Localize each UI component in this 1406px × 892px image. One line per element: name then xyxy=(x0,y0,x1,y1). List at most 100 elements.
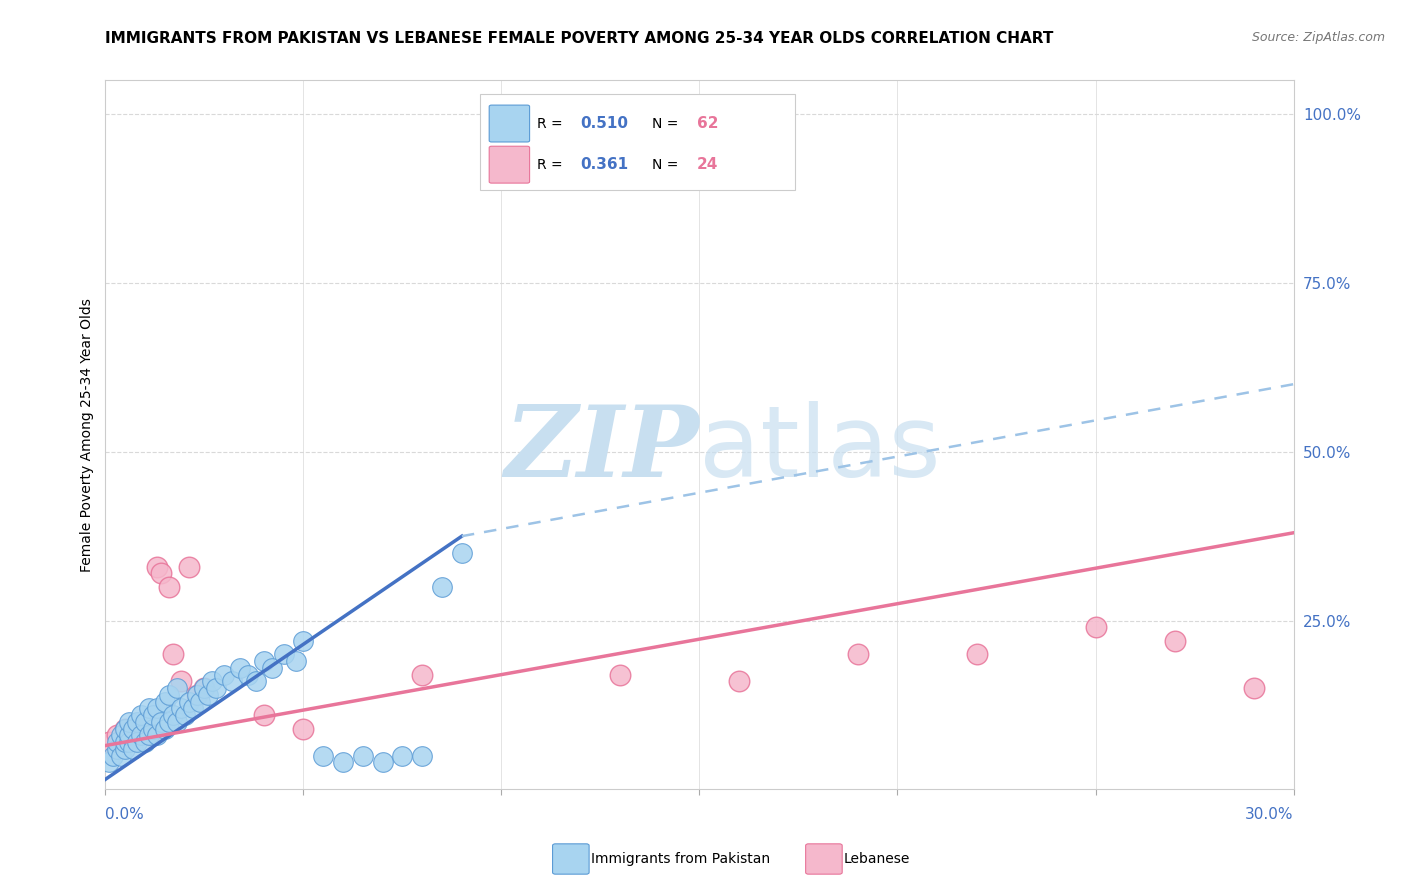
Point xyxy=(430,580,453,594)
Point xyxy=(105,728,128,742)
Point xyxy=(332,756,354,770)
Point xyxy=(190,695,212,709)
Point xyxy=(138,728,160,742)
Text: Lebanese: Lebanese xyxy=(844,852,910,866)
Text: 30.0%: 30.0% xyxy=(1246,807,1294,822)
Text: R =: R = xyxy=(537,117,567,130)
Point xyxy=(450,546,472,560)
Point xyxy=(1243,681,1265,695)
Text: atlas: atlas xyxy=(700,401,941,498)
Point xyxy=(284,654,307,668)
Point xyxy=(186,688,208,702)
Point xyxy=(134,714,156,729)
Point xyxy=(371,756,394,770)
Point xyxy=(205,681,228,695)
FancyBboxPatch shape xyxy=(489,146,530,183)
Point xyxy=(98,735,121,749)
Point xyxy=(129,708,152,723)
Point xyxy=(177,695,200,709)
Text: 0.510: 0.510 xyxy=(581,116,628,131)
Point xyxy=(166,681,188,695)
Point xyxy=(122,742,145,756)
Point xyxy=(221,674,243,689)
Point xyxy=(170,674,193,689)
Point xyxy=(118,714,141,729)
Point xyxy=(253,654,276,668)
Point xyxy=(118,728,141,742)
Point xyxy=(118,735,141,749)
Text: Source: ZipAtlas.com: Source: ZipAtlas.com xyxy=(1251,31,1385,45)
Text: 24: 24 xyxy=(697,157,718,172)
Point xyxy=(411,667,433,681)
Point xyxy=(966,648,988,662)
Point xyxy=(142,722,165,736)
Text: 62: 62 xyxy=(697,116,718,131)
Point xyxy=(153,695,176,709)
Point xyxy=(193,681,215,695)
Point xyxy=(110,748,132,763)
Text: R =: R = xyxy=(537,158,567,171)
Point xyxy=(157,688,180,702)
Point xyxy=(129,722,152,736)
Text: 0.361: 0.361 xyxy=(581,157,628,172)
Point xyxy=(236,667,259,681)
Point xyxy=(728,674,751,689)
Text: N =: N = xyxy=(652,117,683,130)
Point xyxy=(245,674,267,689)
Point xyxy=(229,661,252,675)
Point xyxy=(162,648,184,662)
Point xyxy=(114,722,136,736)
Point xyxy=(149,566,172,581)
Point xyxy=(186,688,208,702)
Point xyxy=(114,742,136,756)
Text: N =: N = xyxy=(652,158,683,171)
Point xyxy=(181,701,204,715)
Point xyxy=(127,714,149,729)
Text: ZIP: ZIP xyxy=(505,401,700,497)
Point xyxy=(142,708,165,723)
Point xyxy=(352,748,374,763)
Point xyxy=(149,714,172,729)
Text: 0.0%: 0.0% xyxy=(105,807,145,822)
Point xyxy=(162,708,184,723)
Point xyxy=(201,674,224,689)
Text: Immigrants from Pakistan: Immigrants from Pakistan xyxy=(591,852,769,866)
Point xyxy=(1084,620,1107,634)
FancyBboxPatch shape xyxy=(489,105,530,142)
Point xyxy=(214,667,236,681)
Point xyxy=(122,722,145,736)
Y-axis label: Female Poverty Among 25-34 Year Olds: Female Poverty Among 25-34 Year Olds xyxy=(80,298,94,572)
Point xyxy=(177,559,200,574)
Point xyxy=(122,728,145,742)
Point xyxy=(153,722,176,736)
Point xyxy=(193,681,215,695)
Point xyxy=(609,667,631,681)
Point xyxy=(146,559,169,574)
Point xyxy=(103,748,125,763)
Point xyxy=(170,701,193,715)
Point xyxy=(1164,633,1187,648)
Point xyxy=(273,648,295,662)
Point xyxy=(146,728,169,742)
Point xyxy=(105,735,128,749)
Point xyxy=(129,728,152,742)
Point xyxy=(292,722,315,736)
Text: IMMIGRANTS FROM PAKISTAN VS LEBANESE FEMALE POVERTY AMONG 25-34 YEAR OLDS CORREL: IMMIGRANTS FROM PAKISTAN VS LEBANESE FEM… xyxy=(105,31,1054,46)
Point xyxy=(146,701,169,715)
Point xyxy=(260,661,283,675)
Point xyxy=(110,728,132,742)
Point xyxy=(312,748,335,763)
FancyBboxPatch shape xyxy=(479,95,794,190)
Point xyxy=(127,735,149,749)
Point xyxy=(114,722,136,736)
Point xyxy=(105,742,128,756)
Point xyxy=(391,748,413,763)
Point xyxy=(166,714,188,729)
Point xyxy=(157,714,180,729)
Point xyxy=(138,728,160,742)
Point xyxy=(157,580,180,594)
Point xyxy=(134,735,156,749)
Point xyxy=(138,701,160,715)
Point xyxy=(253,708,276,723)
Point xyxy=(846,648,869,662)
